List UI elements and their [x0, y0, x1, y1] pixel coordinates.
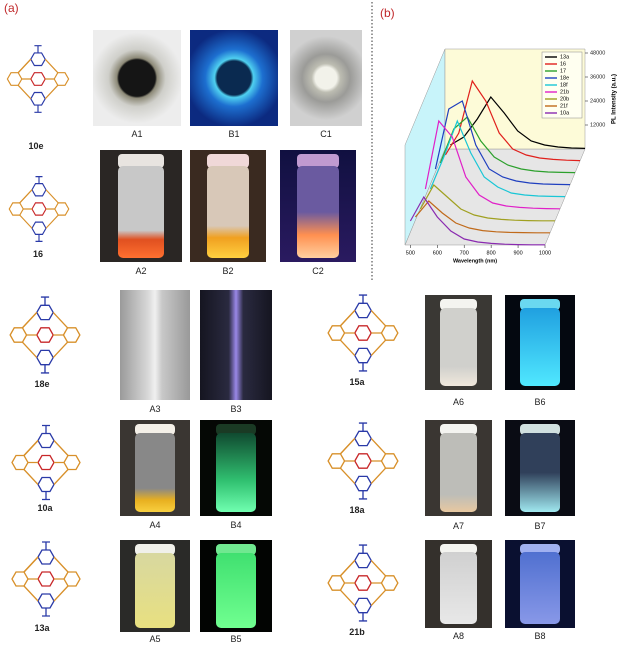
photo: [425, 540, 492, 628]
panel-label: (b): [380, 6, 395, 20]
x-axis-title: Wavelength (nm): [453, 258, 497, 264]
structure: [11, 541, 81, 617]
series-line: [429, 119, 566, 198]
panel-label: (a): [4, 1, 19, 15]
series-line: [419, 184, 555, 222]
photo-label: A4: [149, 520, 161, 530]
structure: [9, 296, 81, 374]
photo-label: C2: [312, 266, 324, 276]
structure: [327, 422, 399, 500]
series-line: [424, 119, 561, 210]
photo: [120, 420, 190, 516]
photo: [425, 420, 492, 516]
compound-label: 15a: [349, 377, 365, 387]
structure: [327, 544, 399, 622]
series-line: [450, 95, 586, 149]
compound-label: 10e: [28, 141, 44, 151]
photo-label: B3: [230, 404, 242, 414]
x-tick-label: 800: [487, 250, 496, 256]
photo-label: A8: [452, 631, 464, 641]
series-line: [414, 200, 550, 234]
photo: [200, 540, 272, 632]
structure: [327, 294, 399, 372]
compound-label: 13a: [34, 623, 50, 633]
photo: [190, 150, 266, 262]
photo-label: B2: [222, 266, 234, 276]
x-tick-label: 600: [433, 250, 442, 256]
x-tick-label: 500: [406, 250, 415, 256]
photo-label: B8: [534, 631, 546, 641]
series-line: [434, 100, 571, 186]
photo-label: A6: [452, 397, 464, 407]
structure: [11, 424, 81, 501]
photo: [120, 290, 190, 400]
photo: [100, 150, 182, 262]
photo-label: B1: [228, 129, 240, 139]
legend-label: 13a: [560, 54, 570, 60]
photo-label: C1: [320, 129, 332, 139]
y-axis-title: PL Intensity (a.u.): [612, 74, 618, 124]
x-tick-label: 700: [460, 250, 469, 256]
photo-label: A3: [149, 404, 161, 414]
photo: [190, 30, 278, 126]
photo-label: B4: [230, 520, 242, 530]
y-tick-label: 36000: [590, 74, 605, 80]
compound-label: 18e: [34, 379, 50, 389]
y-tick-label: 24000: [590, 98, 605, 104]
legend-label: 20b: [560, 96, 569, 102]
legend-label: 18f: [560, 82, 568, 88]
photo: [505, 420, 575, 516]
photo: [93, 30, 181, 126]
photo: [505, 540, 575, 628]
photo-label: A1: [131, 129, 143, 139]
photo-label: B7: [534, 521, 546, 531]
photo: [290, 30, 362, 126]
photo-label: A5: [149, 634, 161, 644]
compound-label: 18a: [349, 505, 365, 515]
photo-label: B5: [230, 634, 242, 644]
structure: [8, 175, 70, 243]
x-tick-label: 900: [513, 250, 522, 256]
structure: [6, 44, 70, 114]
photo-label: A7: [452, 521, 464, 531]
legend-label: 21b: [560, 89, 569, 95]
legend-label: 16: [560, 61, 566, 67]
compound-label: 10a: [37, 503, 53, 513]
legend-label: 21f: [560, 103, 568, 109]
photo: [505, 295, 575, 390]
legend-label: 17: [560, 68, 566, 74]
photo: [120, 540, 190, 632]
y-tick-label: 12000: [590, 122, 605, 128]
compound-label: 21b: [349, 627, 365, 637]
x-tick-label: 1000: [539, 250, 551, 256]
legend-label: 18e: [560, 75, 569, 81]
photo: [200, 420, 272, 516]
series-line: [439, 116, 576, 174]
photo-label: A2: [135, 266, 147, 276]
series-line: [409, 195, 545, 246]
compound-label: 16: [32, 249, 43, 259]
series-line: [444, 79, 581, 162]
legend-label: 10a: [560, 110, 570, 116]
photo: [280, 150, 356, 262]
photo: [425, 295, 492, 390]
photo-label: B6: [534, 397, 546, 407]
photo: [200, 290, 272, 400]
y-tick-label: 48000: [590, 50, 605, 56]
